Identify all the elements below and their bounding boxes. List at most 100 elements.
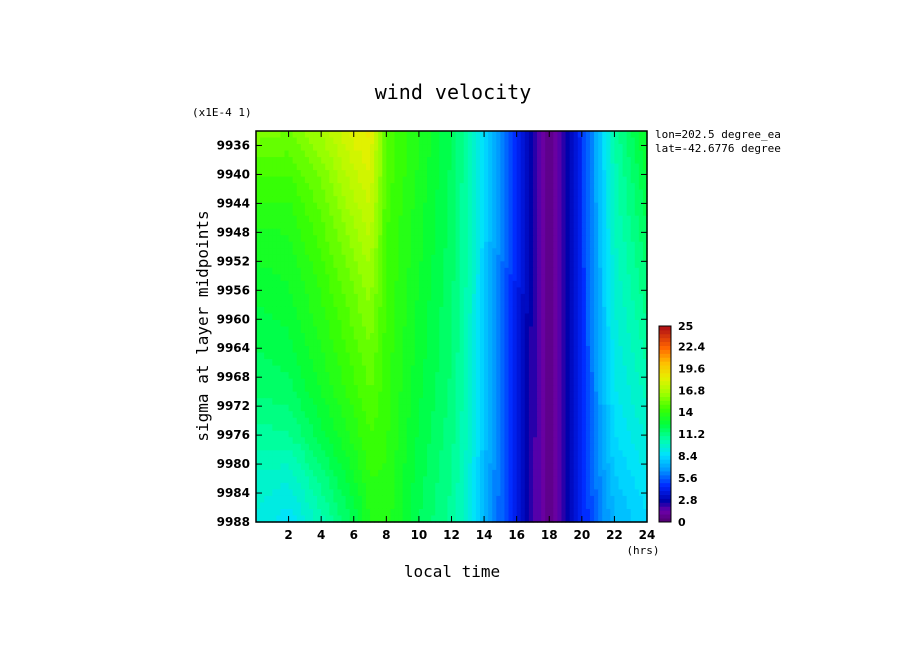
heatmap-cell xyxy=(524,176,530,184)
heatmap-cell xyxy=(414,411,420,419)
heatmap-cell xyxy=(341,228,347,236)
heatmap-cell xyxy=(516,450,522,458)
heatmap-cell xyxy=(459,274,465,282)
heatmap-cell xyxy=(610,300,616,308)
heatmap-cell xyxy=(471,333,477,341)
heatmap-cell xyxy=(349,183,355,191)
heatmap-cell xyxy=(557,254,563,262)
heatmap-cell xyxy=(492,424,497,432)
heatmap-cell xyxy=(341,189,347,197)
heatmap-cell xyxy=(374,209,379,217)
heatmap-cell xyxy=(268,215,273,223)
heatmap-cell xyxy=(480,196,485,204)
heatmap-cell xyxy=(589,339,595,347)
heatmap-cell xyxy=(256,417,261,425)
heatmap-cell xyxy=(435,215,440,223)
heatmap-cell xyxy=(622,235,628,243)
heatmap-cell xyxy=(569,430,575,438)
heatmap-cell xyxy=(280,300,286,308)
heatmap-cell xyxy=(455,287,461,295)
heatmap-cell xyxy=(406,215,412,223)
heatmap-cell xyxy=(484,352,489,360)
heatmap-cell xyxy=(557,346,563,354)
heatmap-cell xyxy=(422,137,428,145)
heatmap-cell xyxy=(304,222,310,230)
heatmap-cell xyxy=(512,424,518,432)
heatmap-cell xyxy=(594,365,599,373)
heatmap-cell xyxy=(370,157,375,165)
heatmap-cell xyxy=(256,313,261,321)
heatmap-cell xyxy=(606,391,611,399)
heatmap-cell xyxy=(492,404,497,412)
heatmap-cell xyxy=(463,313,469,321)
heatmap-cell xyxy=(260,372,265,380)
heatmap-cell xyxy=(386,326,391,334)
heatmap-cell xyxy=(508,346,514,354)
heatmap-cell xyxy=(492,254,497,262)
heatmap-cell xyxy=(585,398,591,406)
heatmap-cell xyxy=(455,391,461,399)
heatmap-cell xyxy=(443,306,449,315)
heatmap-cell xyxy=(561,287,567,295)
heatmap-cell xyxy=(634,463,640,471)
heatmap-cell xyxy=(642,417,648,425)
heatmap-cell xyxy=(431,267,436,275)
heatmap-cell xyxy=(398,352,404,360)
heatmap-cell xyxy=(260,411,265,419)
heatmap-cell xyxy=(402,176,408,184)
heatmap-cell xyxy=(365,241,371,249)
heatmap-cell xyxy=(329,137,334,145)
heatmap-cell xyxy=(565,274,571,282)
heatmap-cell xyxy=(321,163,326,171)
heatmap-cell xyxy=(357,319,363,328)
heatmap-cell xyxy=(431,157,436,165)
heatmap-cell xyxy=(467,163,473,171)
heatmap-cell xyxy=(606,359,611,367)
heatmap-cell xyxy=(614,196,620,204)
heatmap-cell xyxy=(365,300,371,308)
heatmap-cell xyxy=(313,183,318,191)
heatmap-cell xyxy=(508,456,514,464)
heatmap-cell xyxy=(500,280,506,288)
heatmap-cell xyxy=(410,346,416,354)
heatmap-cell xyxy=(345,222,351,230)
heatmap-cell xyxy=(321,346,326,354)
heatmap-cell xyxy=(622,313,628,321)
heatmap-cell xyxy=(598,144,603,152)
heatmap-cell xyxy=(414,222,420,230)
heatmap-cell xyxy=(406,144,412,152)
heatmap-cell xyxy=(455,176,461,184)
heatmap-cell xyxy=(475,352,481,360)
heatmap-cell xyxy=(528,398,534,406)
heatmap-cell xyxy=(475,150,481,158)
heatmap-cell xyxy=(459,183,465,191)
heatmap-cell xyxy=(630,391,636,399)
heatmap-cell xyxy=(622,359,628,367)
heatmap-cell xyxy=(402,170,408,178)
heatmap-cell xyxy=(541,404,546,412)
heatmap-cell xyxy=(504,261,510,269)
heatmap-cell xyxy=(626,144,632,152)
heatmap-cell xyxy=(549,241,554,249)
heatmap-cell xyxy=(296,287,302,295)
heatmap-cell xyxy=(589,365,595,373)
heatmap-cell xyxy=(268,189,273,197)
heatmap-cell xyxy=(602,398,607,406)
heatmap-cell xyxy=(313,300,318,308)
heatmap-cell xyxy=(524,261,530,269)
heatmap-cell xyxy=(288,241,294,249)
heatmap-cell xyxy=(406,365,412,373)
heatmap-cell xyxy=(602,300,607,308)
heatmap-cell xyxy=(471,411,477,419)
heatmap-cell xyxy=(402,456,408,464)
heatmap-cell xyxy=(573,150,579,158)
heatmap-cell xyxy=(296,202,302,210)
heatmap-cell xyxy=(308,326,314,334)
heatmap-cell xyxy=(427,424,432,432)
heatmap-cell xyxy=(565,287,571,295)
heatmap-cell xyxy=(598,267,603,275)
heatmap-cell xyxy=(630,293,636,302)
heatmap-cell xyxy=(353,137,359,145)
heatmap-cell xyxy=(471,378,477,386)
heatmap-cell xyxy=(292,339,298,347)
